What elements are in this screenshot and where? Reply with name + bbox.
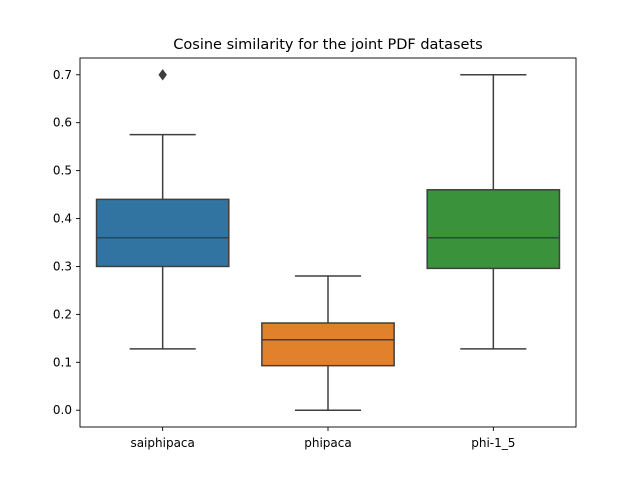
box-phipaca: [261, 322, 395, 367]
chart-title: Cosine similarity for the joint PDF data…: [173, 37, 482, 53]
outlier-marker-saiphipaca-0: [158, 69, 167, 81]
x-tick-label: phi-1_5: [471, 436, 515, 450]
y-tick-label: 0.7: [53, 68, 72, 82]
y-tick-label: 0.4: [53, 212, 72, 226]
y-tick-label: 0.6: [53, 116, 72, 130]
box-saiphipaca: [95, 198, 230, 268]
x-tick-label: saiphipaca: [130, 436, 194, 450]
x-tick-label: phipaca: [304, 436, 351, 450]
plot-area: 0.0 0.1 0.2 0.3 0.4 0.5 0.6 0.7 saiphipaca phipac…: [53, 57, 577, 450]
box-phi-1-5: [426, 189, 561, 270]
y-tick-label: 0.5: [53, 164, 72, 178]
y-tick-label: 0.3: [53, 259, 72, 273]
y-tick-label: 0.0: [53, 403, 72, 417]
y-tick-label: 0.2: [53, 307, 72, 321]
y-tick-label: 0.1: [53, 355, 72, 369]
